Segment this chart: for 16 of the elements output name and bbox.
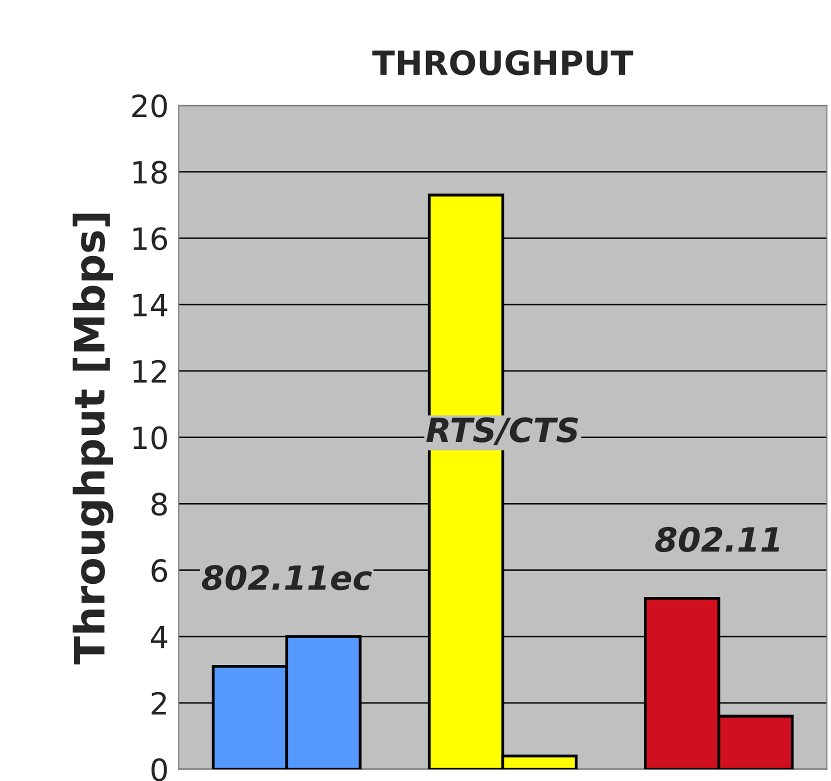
- y-tick-label: 4: [150, 626, 168, 648]
- y-tick-label: 0: [152, 758, 167, 781]
- chart-title: THROUGHPUT: [372, 50, 634, 76]
- annotation: 802.11ec: [202, 565, 372, 590]
- y-tick-label: 12: [133, 360, 166, 383]
- y-tick-label: 10: [133, 426, 167, 450]
- y-tick-label: 2: [152, 692, 166, 715]
- y-axis-title: Throughput [Mbps]: [72, 214, 114, 664]
- y-tick-label: 6: [152, 559, 168, 582]
- annotation: 802.11: [655, 526, 780, 552]
- annotation: RTS/CTS: [426, 417, 578, 446]
- y-tick-label: 18: [133, 160, 167, 184]
- y-tick-label: 14: [133, 294, 168, 316]
- y-tick-label: 16: [133, 227, 168, 250]
- y-tick-label: 8: [152, 492, 167, 516]
- y-tick-label: 20: [132, 94, 167, 118]
